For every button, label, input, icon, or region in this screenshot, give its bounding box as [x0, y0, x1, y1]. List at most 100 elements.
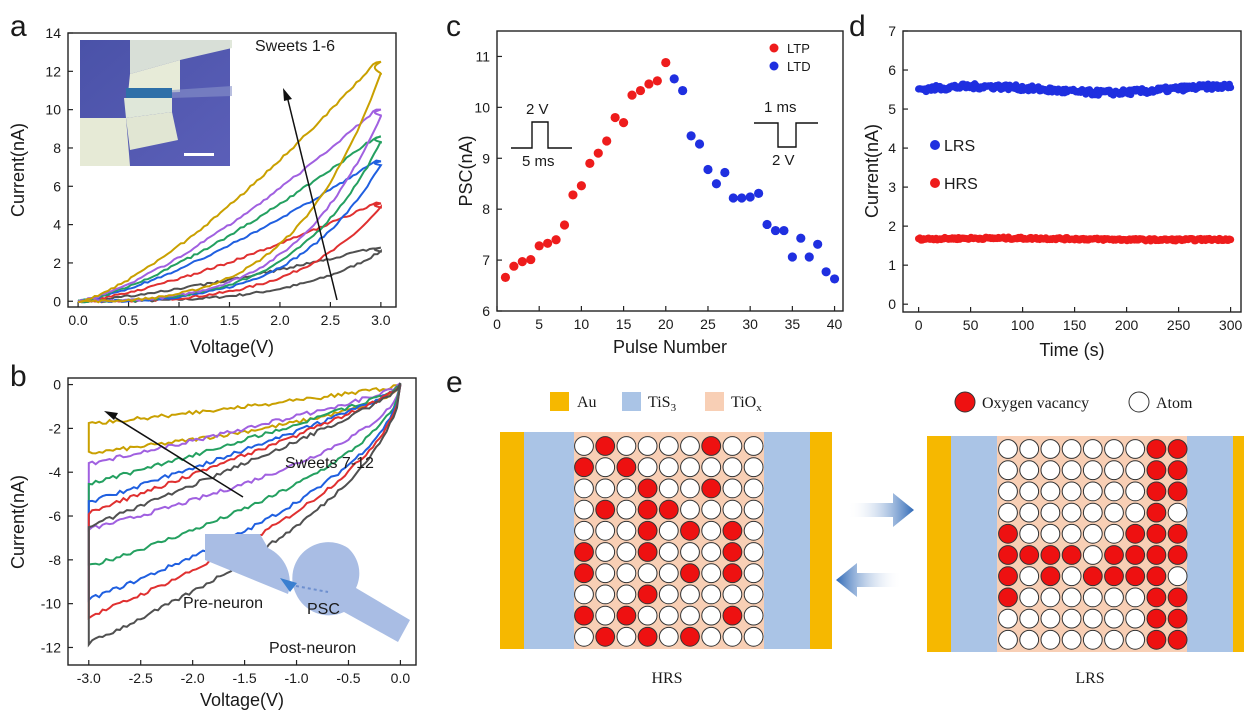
- panel-label-e: e: [446, 366, 463, 399]
- lrs-atom-site: [1019, 481, 1040, 502]
- point-ltd: [669, 74, 679, 84]
- point-ltd: [804, 252, 814, 262]
- point-ltp: [644, 79, 654, 89]
- synapse-schematic: [205, 534, 410, 642]
- lrs-vacancy-site: [1167, 481, 1188, 502]
- panel-c-x-tick-label: 25: [700, 316, 716, 332]
- hrs-atom-site: [680, 457, 700, 478]
- ltd-pulse-width: 1 ms: [764, 99, 797, 116]
- hrs-vacancy-site: [637, 542, 658, 562]
- hrs-atom-site: [701, 563, 722, 584]
- legend-label-ltd: LTD: [787, 59, 811, 74]
- lrs-atom-site: [1061, 439, 1082, 459]
- hrs-atom-site: [658, 563, 679, 584]
- legend-label-au: Au: [577, 394, 597, 411]
- hrs-vacancy-site: [595, 626, 616, 647]
- panel-b-x-tick-label: -2.5: [129, 670, 153, 686]
- hrs-atom-site: [722, 584, 743, 605]
- panel-a-x-tick-label: 1.0: [169, 312, 189, 328]
- point-ltd: [796, 233, 806, 243]
- lrs-tis3-left: [951, 436, 997, 652]
- lrs-vacancy-site: [1146, 460, 1167, 481]
- hrs-vacancy-site: [680, 563, 700, 584]
- panel-d-y-tick-label: 4: [888, 140, 896, 156]
- sweep-curve-a-3: [77, 159, 383, 303]
- lrs-vacancy-site: [1104, 545, 1124, 565]
- lrs-vacancy-site: [1019, 545, 1040, 565]
- hrs-atom-site: [658, 584, 679, 605]
- point-ltd: [762, 219, 772, 230]
- panel-a: a 0.0 0.5 1.0 1.5 2.0 2.5 3.0 0 2 4 6 8 10 12 14 Sweet…: [8, 10, 397, 357]
- hrs-vacancy-site: [680, 626, 700, 647]
- lrs-atom-site: [1019, 608, 1040, 629]
- hrs-atom-site: [743, 436, 764, 456]
- lrs-atom-site: [1167, 566, 1188, 587]
- sweep-curve-a-6: [77, 60, 382, 304]
- hrs-atom-site: [743, 520, 764, 541]
- lrs-vacancy-site: [998, 545, 1018, 565]
- axes-frame-d: [902, 30, 1242, 313]
- hrs-vacancy-site: [616, 457, 637, 478]
- scale-bar: [184, 153, 214, 156]
- ticks-a: 0.0 0.5 1.0 1.5 2.0 2.5 3.0 0 2 4 6 8 10 12 14: [45, 25, 390, 328]
- lrs-vacancy-site: [1125, 566, 1146, 587]
- annotation-b: Sweets 7-12: [285, 455, 374, 472]
- hrs-vacancy-site: [637, 478, 658, 499]
- legend-marker-ltp: [769, 43, 779, 53]
- lrs-atom-site: [1125, 587, 1146, 608]
- lrs-tis3-right: [1187, 436, 1233, 652]
- lrs-atom-site: [1104, 481, 1124, 502]
- lrs-vacancy-site: [1167, 608, 1188, 629]
- hrs-atom-site: [701, 499, 722, 520]
- lrs-vacancy-site: [1146, 502, 1167, 523]
- post-neuron-label: Post-neuron: [269, 640, 356, 657]
- hrs-atom-site: [637, 457, 658, 478]
- lrs-atom-site: [1019, 566, 1040, 587]
- hrs-atom-site: [574, 499, 594, 520]
- legend-marker-ltd: [769, 61, 779, 71]
- hrs-atom-site: [722, 499, 743, 520]
- legend-marker-lrs: [930, 140, 940, 150]
- lrs-atom-site: [1104, 587, 1124, 608]
- y-axis-label-a: Current(nA): [8, 123, 28, 217]
- inset-micrograph: [80, 40, 232, 166]
- lrs-atom-site: [1104, 439, 1124, 459]
- lrs-atom-site: [998, 439, 1018, 459]
- panel-d-y-tick-label: 0: [888, 296, 896, 312]
- hrs-atom-site: [743, 457, 764, 478]
- panel-b-x-tick-label: -0.5: [336, 670, 360, 686]
- panel-d-y-tick-label: 2: [888, 218, 896, 234]
- hrs-electrode-left-au: [500, 432, 524, 649]
- panel-c-y-tick-label: 11: [475, 48, 490, 64]
- hrs-atom-site: [574, 520, 594, 541]
- panel-b-y-tick-label: -4: [49, 464, 62, 480]
- panel-label-d: d: [849, 10, 866, 43]
- point-ltd: [694, 139, 705, 149]
- panel-c-x-tick-label: 15: [616, 316, 632, 332]
- hrs-atom-site: [658, 478, 679, 499]
- lrs-atom-site: [998, 502, 1018, 523]
- point-ltp: [534, 241, 544, 251]
- panel-label-a: a: [10, 10, 27, 43]
- point-ltd: [787, 252, 797, 262]
- hrs-atom-site: [637, 436, 658, 456]
- hrs-atom-site: [658, 457, 679, 478]
- lrs-vacancy-site: [1040, 545, 1061, 565]
- hrs-atom-site: [574, 584, 594, 605]
- lrs-atom-site: [1082, 545, 1103, 565]
- lrs-electrode-right-au: [1233, 436, 1244, 652]
- lrs-vacancy-site: [1146, 481, 1167, 502]
- axes-frame-b: [67, 377, 417, 666]
- hrs-atom-site: [701, 626, 722, 647]
- panel-a-y-tick-label: 2: [53, 255, 61, 271]
- lrs-lattice: [998, 439, 1188, 650]
- lrs-caption: LRS: [1075, 670, 1104, 687]
- lrs-atom-site: [1040, 629, 1061, 650]
- hrs-atom-site: [595, 457, 616, 478]
- panel-a-y-tick-label: 12: [45, 63, 61, 79]
- panel-c-y-tick-label: 6: [482, 303, 490, 319]
- panel-d-x-tick-label: 100: [1011, 317, 1035, 333]
- hrs-atom-site: [574, 478, 594, 499]
- lrs-atom-site: [1082, 502, 1103, 523]
